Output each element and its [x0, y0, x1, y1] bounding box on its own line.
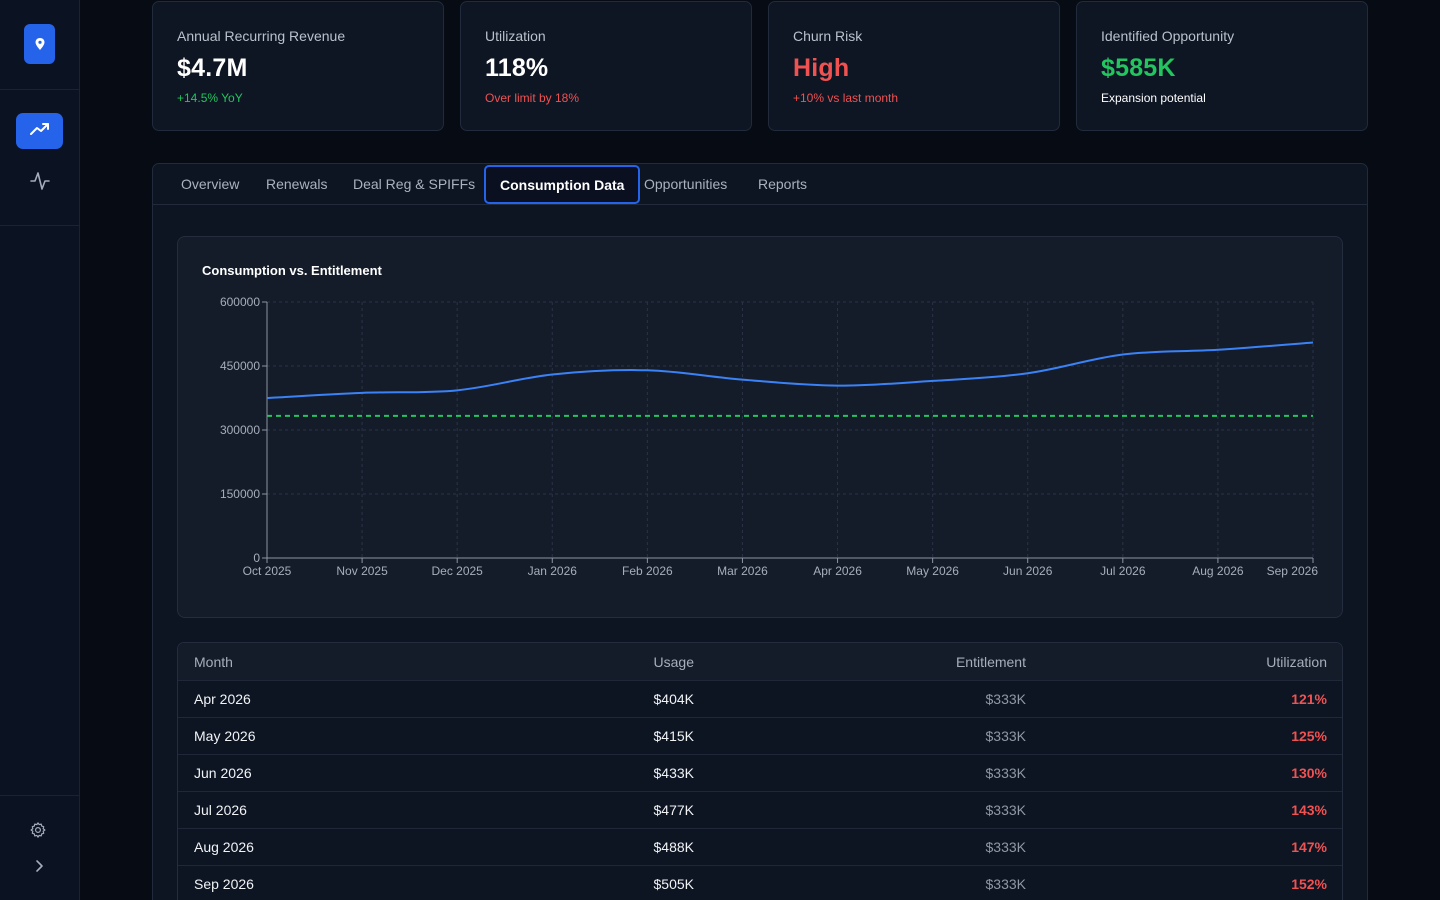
cell-entitlement: $333K [985, 876, 1026, 892]
tab-opportunities[interactable]: Opportunities [644, 176, 728, 192]
cell-utilization: 147% [1291, 839, 1327, 855]
tab-deal-reg-spiffs[interactable]: Deal Reg & SPIFFs [353, 176, 476, 192]
x-tick-label: Feb 2026 [622, 564, 673, 578]
sidebar-divider [0, 225, 79, 226]
kpi-label: Utilization [485, 28, 546, 44]
cell-usage: $415K [653, 728, 694, 744]
cell-entitlement: $333K [985, 728, 1026, 744]
kpi-card-arr: Annual Recurring Revenue $4.7M +14.5% Yo… [152, 1, 444, 131]
cell-utilization: 121% [1291, 691, 1327, 707]
tab-renewals[interactable]: Renewals [266, 176, 328, 192]
consumption-line [266, 341, 1314, 399]
tab-bar: Overview Renewals Deal Reg & SPIFFs Cons… [153, 164, 1367, 205]
kpi-value: 118% [485, 54, 549, 82]
x-tick-label: Mar 2026 [717, 564, 768, 578]
table-row: May 2026 $415K $333K 125% [178, 718, 1342, 755]
x-tick-label: Dec 2025 [431, 564, 483, 578]
chart-card: Consumption vs. Entitlement 0 150000 30000… [177, 236, 1343, 618]
x-tick-label: Jun 2026 [1003, 564, 1053, 578]
kpi-label: Annual Recurring Revenue [177, 28, 346, 44]
y-tick-label: 450000 [220, 359, 260, 373]
consumption-chart: 0 150000 300000 450000 600000 Oct 2025 Nov 202… [220, 295, 1319, 578]
kpi-value: High [793, 54, 850, 82]
kpi-card-utilization: Utilization 118% Over limit by 18% [460, 1, 752, 131]
map-pin-icon[interactable] [24, 24, 55, 64]
x-tick-label: Oct 2025 [243, 564, 292, 578]
cell-month: Aug 2026 [194, 839, 254, 855]
x-tick-label: Sep 2026 [1267, 564, 1319, 578]
kpi-label: Identified Opportunity [1101, 28, 1235, 44]
cell-usage: $488K [653, 839, 694, 855]
x-tick-label: Aug 2026 [1192, 564, 1244, 578]
trending-up-icon [29, 122, 50, 141]
main-panel: Overview Renewals Deal Reg & SPIFFs Cons… [152, 163, 1368, 900]
sidebar-divider [0, 89, 79, 90]
cell-month: Sep 2026 [194, 876, 254, 892]
cell-entitlement: $333K [985, 839, 1026, 855]
y-tick-label: 600000 [220, 295, 260, 309]
cell-utilization: 125% [1291, 728, 1327, 744]
kpi-value: $4.7M [177, 54, 248, 82]
table-row: Aug 2026 $488K $333K 147% [178, 829, 1342, 866]
cell-month: Apr 2026 [194, 691, 251, 707]
consumption-table: Month Usage Entitlement Utilization Apr … [177, 642, 1343, 900]
column-header-entitlement[interactable]: Entitlement [955, 653, 1026, 670]
cell-entitlement: $333K [985, 765, 1026, 781]
cell-usage: $477K [653, 802, 694, 818]
cell-usage: $404K [653, 691, 694, 707]
kpi-card-opportunity: Identified Opportunity $585K Expansion p… [1076, 1, 1368, 131]
kpi-card-churn-risk: Churn Risk High +10% vs last month [768, 1, 1060, 131]
nav-item-trending[interactable] [16, 113, 63, 149]
kpi-value: $585K [1101, 54, 1176, 82]
cell-entitlement: $333K [985, 802, 1026, 818]
table-header-row: Month Usage Entitlement Utilization [178, 643, 1342, 681]
x-tick-label: Jul 2026 [1100, 564, 1146, 578]
table-row: Jun 2026 $433K $333K 130% [178, 755, 1342, 792]
table-row: Sep 2026 $505K $333K 152% [178, 866, 1342, 900]
cell-utilization: 130% [1291, 765, 1327, 781]
x-tick-label: May 2026 [906, 564, 959, 578]
tab-reports[interactable]: Reports [758, 176, 808, 192]
tab-overview[interactable]: Overview [181, 176, 240, 192]
kpi-subtext: +10% vs last month [793, 91, 899, 105]
x-tick-label: Nov 2025 [336, 564, 388, 578]
cell-utilization: 143% [1291, 802, 1327, 818]
y-tick-label: 150000 [220, 487, 260, 501]
kpi-subtext: +14.5% YoY [177, 91, 243, 105]
x-tick-label: Jan 2026 [528, 564, 578, 578]
cell-utilization: 152% [1291, 876, 1327, 892]
kpi-label: Churn Risk [793, 28, 863, 44]
column-header-month[interactable]: Month [194, 653, 233, 670]
gear-icon[interactable] [28, 820, 48, 840]
cell-usage: $433K [653, 765, 694, 781]
kpi-subtext: Expansion potential [1101, 91, 1206, 105]
chevron-right-icon[interactable] [32, 857, 46, 875]
cell-usage: $505K [653, 876, 694, 892]
sidebar-divider [0, 795, 79, 796]
tab-consumption-data[interactable]: Consumption Data [484, 165, 641, 204]
y-tick-label: 0 [253, 551, 260, 565]
y-tick-label: 300000 [220, 423, 260, 437]
table-row: Jul 2026 $477K $333K 143% [178, 792, 1342, 829]
column-header-utilization[interactable]: Utilization [1266, 653, 1327, 670]
x-tick-label: Apr 2026 [813, 564, 862, 578]
table-row: Apr 2026 $404K $333K 121% [178, 681, 1342, 718]
cell-entitlement: $333K [985, 691, 1026, 707]
column-header-usage[interactable]: Usage [653, 653, 694, 670]
cell-month: Jul 2026 [194, 802, 247, 818]
cell-month: May 2026 [194, 728, 256, 744]
sidebar [0, 0, 80, 900]
cell-month: Jun 2026 [194, 765, 252, 781]
kpi-subtext: Over limit by 18% [485, 91, 580, 105]
nav-item-activity[interactable] [16, 165, 63, 201]
activity-icon [29, 171, 50, 196]
chart-title: Consumption vs. Entitlement [202, 263, 382, 278]
